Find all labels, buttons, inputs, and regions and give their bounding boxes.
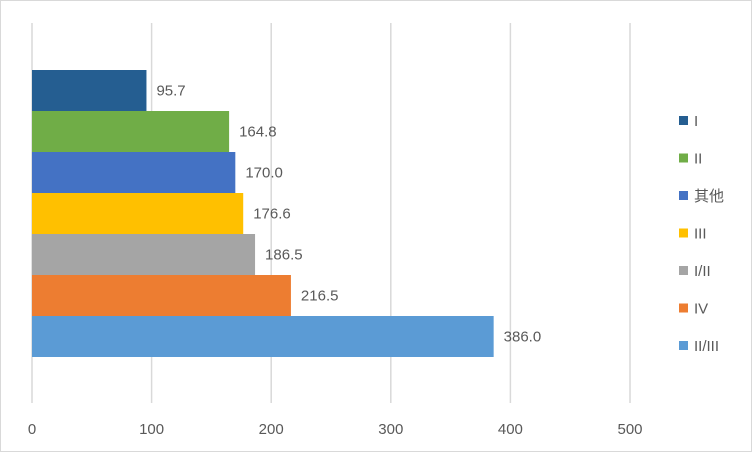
legend-label: I/II: [694, 263, 711, 280]
x-tick-label: 300: [378, 421, 403, 438]
legend-swatch: [679, 303, 688, 313]
legend-swatch: [679, 116, 688, 125]
data-label: 164.8: [239, 124, 277, 141]
bar-其他: [32, 152, 236, 193]
x-tick-label: 400: [498, 421, 523, 438]
data-label: 170.0: [245, 165, 283, 182]
legend-label: II/III: [694, 338, 719, 355]
legend-label: 其他: [694, 188, 724, 205]
legend-swatch: [679, 153, 688, 163]
legend-label: I: [694, 113, 698, 130]
data-label: 216.5: [301, 288, 339, 305]
legend-swatch: [679, 266, 688, 275]
data-label: 176.6: [253, 206, 291, 223]
x-tick-label: 200: [259, 421, 284, 438]
legend-label: IV: [694, 301, 708, 318]
legend-swatch: [679, 341, 688, 350]
bar-III: [32, 193, 244, 234]
data-label: 386.0: [504, 329, 542, 346]
bar-I: [32, 70, 147, 111]
bar-I/II: [32, 234, 256, 275]
x-tick-label: 100: [139, 421, 164, 438]
legend-swatch: [679, 228, 688, 238]
legend-swatch: [679, 191, 688, 200]
legend-label: III: [694, 226, 707, 243]
legend-label: II: [694, 151, 702, 168]
bar-II: [32, 111, 230, 152]
data-label: 186.5: [265, 247, 303, 264]
x-tick-label: 0: [28, 421, 36, 438]
bar-II/III: [32, 316, 494, 357]
data-label: 95.7: [156, 83, 185, 100]
x-tick-label: 500: [617, 421, 642, 438]
bar-IV: [32, 275, 291, 316]
